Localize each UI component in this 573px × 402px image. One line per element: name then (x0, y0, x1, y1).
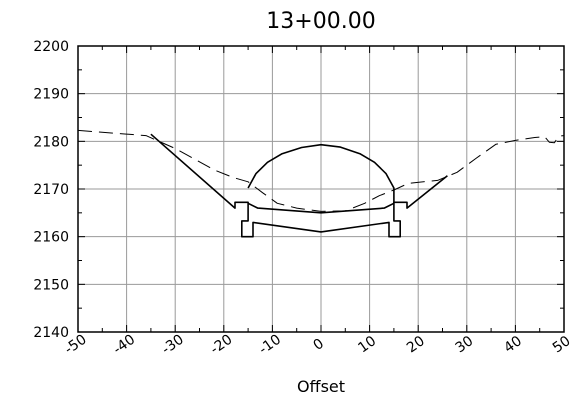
x-tick-label: -10 (256, 332, 284, 358)
x-tick-label: -30 (159, 332, 187, 358)
y-tick-label: 2190 (33, 87, 69, 103)
x-axis-title: Offset (297, 377, 345, 396)
x-tick-label: 50 (550, 333, 573, 356)
y-tick-label: 2160 (33, 230, 69, 246)
y-tick-label: 2180 (33, 134, 69, 150)
x-tick-label: 10 (355, 333, 379, 356)
y-tick-labels: 2140 2150 2160 2170 2180 2190 2200 (33, 39, 69, 341)
design-line-2 (247, 202, 395, 214)
y-tick-label: 2150 (33, 277, 69, 293)
y-tick-label: 2170 (33, 182, 69, 198)
series-group (77, 129, 565, 238)
design-line-3 (247, 143, 395, 204)
y-tick-label: 2140 (33, 325, 69, 341)
tick-marks (77, 45, 565, 333)
x-tick-label: 40 (501, 333, 525, 356)
x-tick-label: 30 (453, 333, 477, 356)
x-tick-labels: -50 -40 -30 -20 -10 0 10 20 30 40 50 (62, 332, 573, 358)
y-tick-label: 2200 (33, 39, 69, 55)
chart-title: 13+00.00 (266, 9, 375, 34)
x-tick-label: 20 (404, 333, 428, 356)
x-tick-label: -20 (208, 332, 236, 358)
x-tick-label: 0 (310, 336, 326, 354)
x-tick-label: -40 (110, 332, 138, 358)
grid-lines (78, 46, 564, 332)
